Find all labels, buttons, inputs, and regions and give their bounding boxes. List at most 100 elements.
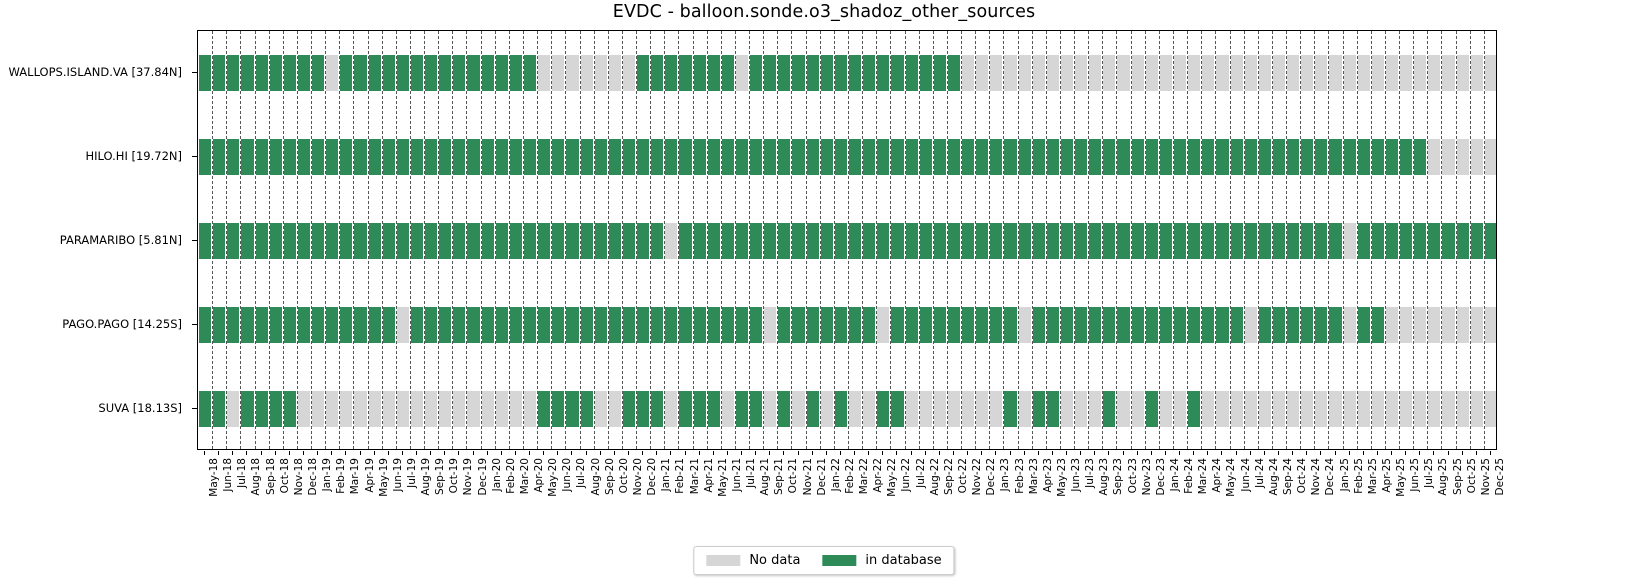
heatmap-cell [1470, 307, 1483, 343]
heatmap-cell [962, 307, 975, 343]
legend-swatch-absent [706, 555, 741, 566]
heatmap-cell [439, 55, 452, 91]
heatmap-cell [495, 391, 508, 427]
gridline [1116, 31, 1118, 449]
heatmap-cell [354, 139, 367, 175]
gridline [862, 31, 864, 449]
x-axis-tick [1249, 451, 1251, 455]
heatmap-cell [637, 55, 650, 91]
x-axis-tick [670, 451, 672, 455]
gridline [1017, 31, 1019, 449]
gridline [409, 31, 411, 449]
x-axis-tick [1023, 451, 1025, 455]
x-axis-tick [839, 451, 841, 455]
heatmap-cell [1117, 139, 1130, 175]
heatmap-cell [241, 223, 254, 259]
heatmap-cell [326, 223, 339, 259]
heatmap-cell [962, 223, 975, 259]
heatmap-cell [241, 307, 254, 343]
heatmap-cell [1287, 223, 1300, 259]
heatmap-cell [1075, 139, 1088, 175]
heatmap-cell [199, 307, 212, 343]
x-axis-label: Oct-23 [1126, 458, 1139, 494]
heatmap-cell [1442, 223, 1455, 259]
heatmap-cell [1258, 139, 1271, 175]
x-axis-tick [1235, 451, 1237, 455]
x-axis-label: Mar-23 [1027, 458, 1040, 495]
x-axis-label: Jun-25 [1409, 458, 1422, 492]
x-axis-tick [712, 451, 714, 455]
heatmap-cell [834, 307, 847, 343]
y-axis-label-pago-pago: PAGO.PAGO [14.25S] [62, 317, 182, 331]
x-axis-label: Jun-19 [391, 458, 404, 492]
heatmap-cell [1329, 55, 1342, 91]
heatmap-cell [1414, 223, 1427, 259]
x-axis-label: Sep-22 [942, 458, 955, 495]
heatmap-cell [1244, 55, 1257, 91]
gridline [466, 31, 468, 449]
heatmap-cell [509, 307, 522, 343]
x-axis-label: Feb-25 [1352, 458, 1365, 494]
heatmap-cell [1089, 139, 1102, 175]
heatmap-cell [1131, 55, 1144, 91]
gridline [678, 31, 680, 449]
x-axis-label: Apr-25 [1380, 458, 1393, 493]
heatmap-cell [1357, 223, 1370, 259]
x-axis-label: Apr-22 [872, 458, 885, 493]
heatmap-cell [340, 307, 353, 343]
heatmap-cell [1103, 307, 1116, 343]
heatmap-cell [693, 307, 706, 343]
x-axis-label: May-19 [377, 458, 390, 497]
x-axis-label: Jan-20 [490, 458, 503, 492]
heatmap-cell [410, 223, 424, 259]
heatmap-cell [1357, 307, 1370, 343]
heatmap-cell [834, 223, 847, 259]
gridline [989, 31, 991, 449]
x-axis-tick [359, 451, 361, 455]
heatmap-cell [608, 55, 621, 91]
heatmap-cell [1216, 139, 1229, 175]
x-axis-tick [557, 451, 559, 455]
heatmap-cell [1385, 223, 1399, 259]
heatmap-cell [1060, 307, 1074, 343]
heatmap-cell [396, 139, 409, 175]
gridline [1413, 31, 1415, 449]
heatmap-cell [566, 307, 579, 343]
heatmap-cell [877, 139, 890, 175]
heatmap-cell [1032, 223, 1045, 259]
heatmap-cell [849, 55, 862, 91]
heatmap-cell [1188, 391, 1201, 427]
heatmap-cell [962, 139, 975, 175]
heatmap-cell [1174, 139, 1187, 175]
heatmap-cell [1357, 391, 1370, 427]
x-axis-label: Nov-24 [1310, 458, 1323, 496]
heatmap-cell [1089, 391, 1102, 427]
heatmap-cell [792, 55, 805, 91]
heatmap-cell [764, 307, 777, 343]
heatmap-cell [1159, 55, 1172, 91]
heatmap-cell [213, 307, 226, 343]
heatmap-cell [1145, 223, 1158, 259]
x-axis-label: Aug-18 [250, 458, 263, 496]
x-axis-label: Dec-18 [306, 458, 319, 496]
gridline [282, 31, 284, 449]
heatmap-cell [396, 307, 409, 343]
heatmap-cell [199, 223, 212, 259]
heatmap-cell [877, 223, 890, 259]
heatmap-cell [1089, 223, 1102, 259]
gridline [1130, 31, 1132, 449]
heatmap-cell [877, 55, 890, 91]
x-axis-tick [260, 451, 262, 455]
heatmap-cell [905, 391, 918, 427]
heatmap-cell [1456, 139, 1469, 175]
heatmap-cell [566, 391, 579, 427]
gridline [805, 31, 807, 449]
heatmap-cell [806, 55, 819, 91]
gridline [607, 31, 609, 449]
x-axis-label: Sep-20 [603, 458, 616, 495]
heatmap-cell [1018, 307, 1031, 343]
gridline [706, 31, 708, 449]
heatmap-cell [227, 391, 240, 427]
x-axis-label: Jul-22 [914, 458, 927, 488]
heatmap-cell [1414, 391, 1427, 427]
